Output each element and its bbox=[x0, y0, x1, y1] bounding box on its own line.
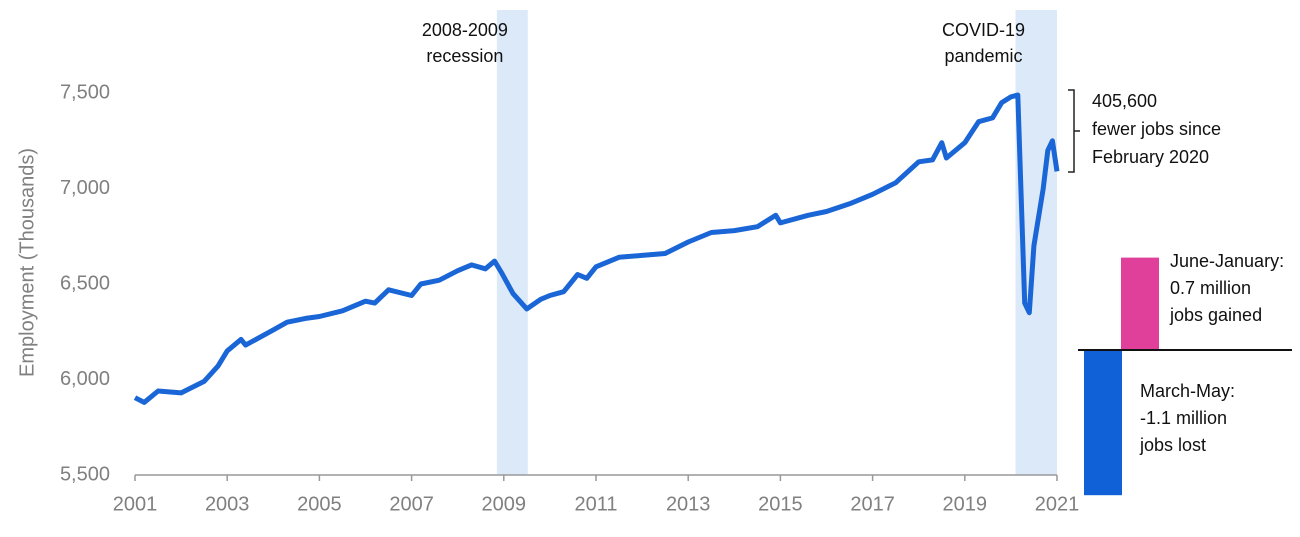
period-label: pandemic bbox=[944, 46, 1022, 66]
y-tick-label: 6,500 bbox=[60, 272, 110, 294]
shaded-period bbox=[496, 10, 528, 475]
y-axis-label: Employment (Thousands) bbox=[16, 148, 38, 377]
y-tick-label: 7,500 bbox=[60, 81, 110, 103]
x-tick-label: 2011 bbox=[574, 493, 617, 515]
note: February 2020 bbox=[1092, 147, 1209, 167]
bar-description: jobs gained bbox=[1169, 305, 1262, 325]
x-tick-label: 2005 bbox=[297, 493, 342, 515]
x-tick-label: 2017 bbox=[850, 493, 895, 515]
x-tick-label: 2013 bbox=[666, 493, 711, 515]
bracket bbox=[1068, 89, 1080, 173]
x-tick-label: 2003 bbox=[205, 493, 250, 515]
period-label: COVID-19 bbox=[942, 20, 1025, 40]
bar-description: jobs lost bbox=[1139, 435, 1206, 455]
bar-category: March-May: bbox=[1140, 381, 1235, 401]
period-label: 2008-2009 bbox=[422, 20, 508, 40]
x-tick-label: 2015 bbox=[758, 493, 803, 515]
bar bbox=[1121, 257, 1159, 350]
bar-value-label: -1.1 million bbox=[1140, 408, 1227, 428]
y-tick-label: 6,000 bbox=[60, 368, 110, 390]
note: fewer jobs since bbox=[1092, 119, 1221, 139]
bar-value-label: 0.7 million bbox=[1170, 278, 1251, 298]
x-tick-label: 2007 bbox=[389, 493, 434, 515]
x-tick-label: 2019 bbox=[943, 493, 988, 515]
y-tick-label: 5,500 bbox=[60, 463, 110, 485]
y-tick-label: 7,000 bbox=[60, 177, 110, 199]
x-tick-label: 2001 bbox=[113, 493, 158, 515]
note: 405,600 bbox=[1092, 91, 1157, 111]
bar-category: June-January: bbox=[1170, 251, 1284, 271]
bar bbox=[1084, 350, 1122, 496]
line-series bbox=[133, 92, 1060, 405]
x-tick-label: 2009 bbox=[482, 493, 527, 515]
period-label: recession bbox=[426, 46, 503, 66]
x-tick-label: 2021 bbox=[1035, 493, 1080, 515]
